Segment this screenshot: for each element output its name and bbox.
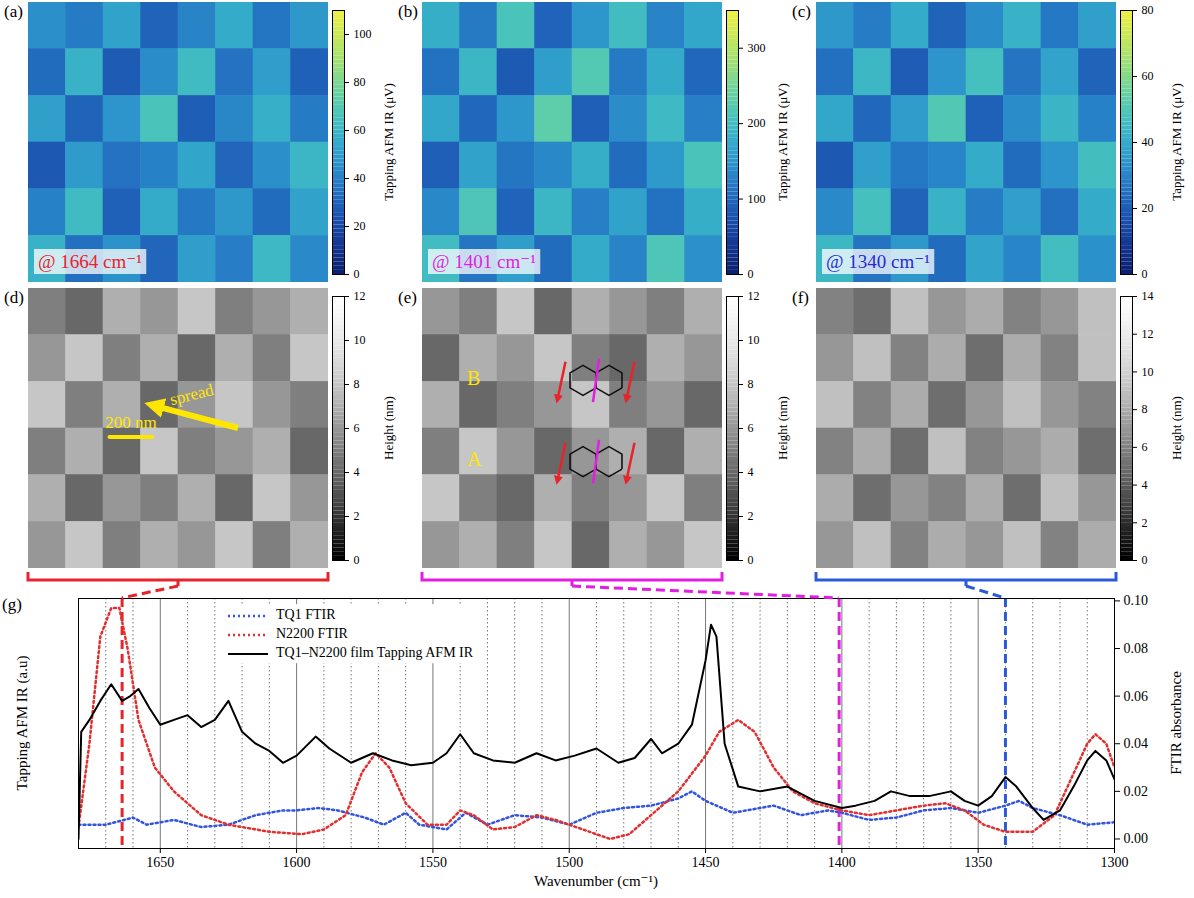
svg-text:8: 8	[1142, 402, 1148, 416]
svg-text:20: 20	[1142, 201, 1154, 215]
svg-text:@ 1401 cm⁻¹: @ 1401 cm⁻¹	[432, 251, 536, 272]
svg-text:Wavenumber (cm⁻¹): Wavenumber (cm⁻¹)	[534, 873, 658, 890]
svg-text:40: 40	[354, 171, 366, 185]
svg-text:4: 4	[354, 465, 360, 479]
svg-text:1350: 1350	[964, 855, 992, 870]
svg-text:TQ1 FTIR: TQ1 FTIR	[276, 607, 336, 622]
svg-text:(a): (a)	[4, 2, 23, 21]
svg-text:Height (nm): Height (nm)	[775, 396, 790, 460]
svg-text:10: 10	[748, 333, 760, 347]
svg-text:0.10: 0.10	[1124, 593, 1149, 608]
svg-text:12: 12	[354, 289, 366, 303]
svg-text:4: 4	[1142, 478, 1148, 492]
svg-text:Height (nm): Height (nm)	[1169, 396, 1184, 460]
svg-text:1650: 1650	[146, 855, 174, 870]
svg-text:1450: 1450	[692, 855, 720, 870]
svg-text:0.02: 0.02	[1124, 784, 1149, 799]
svg-text:14: 14	[1142, 289, 1154, 303]
svg-text:100: 100	[354, 27, 372, 41]
svg-text:(g): (g)	[2, 595, 22, 614]
svg-text:1300: 1300	[1101, 855, 1129, 870]
svg-text:N2200 FTIR: N2200 FTIR	[276, 626, 349, 641]
svg-text:6: 6	[1142, 440, 1148, 454]
svg-text:B: B	[467, 367, 480, 389]
svg-text:Tapping AFM IR (a.u): Tapping AFM IR (a.u)	[14, 656, 31, 791]
svg-text:0: 0	[354, 267, 360, 281]
svg-text:@ 1340 cm⁻¹: @ 1340 cm⁻¹	[826, 251, 930, 272]
svg-text:80: 80	[1142, 3, 1154, 17]
svg-text:12: 12	[748, 289, 760, 303]
svg-text:Height (nm): Height (nm)	[381, 396, 396, 460]
svg-text:4: 4	[748, 465, 754, 479]
svg-text:Tapping AFM IR (μV): Tapping AFM IR (μV)	[381, 83, 396, 201]
svg-text:10: 10	[1142, 365, 1154, 379]
svg-text:Tapping AFM IR (μV): Tapping AFM IR (μV)	[1169, 83, 1184, 201]
svg-text:60: 60	[354, 123, 366, 137]
svg-text:8: 8	[354, 377, 360, 391]
svg-text:2: 2	[1142, 516, 1148, 530]
svg-text:2: 2	[354, 509, 360, 523]
svg-text:20: 20	[354, 219, 366, 233]
svg-text:(f): (f)	[792, 288, 809, 307]
svg-text:0: 0	[354, 553, 360, 567]
svg-text:6: 6	[748, 421, 754, 435]
svg-text:1400: 1400	[828, 855, 856, 870]
svg-text:200 nm: 200 nm	[105, 413, 156, 432]
svg-text:Tapping AFM IR (μV): Tapping AFM IR (μV)	[775, 83, 790, 201]
svg-text:TQ1–N2200 film Tapping AFM IR: TQ1–N2200 film Tapping AFM IR	[276, 645, 474, 660]
svg-text:0.06: 0.06	[1124, 689, 1149, 704]
svg-text:0: 0	[748, 553, 754, 567]
svg-text:60: 60	[1142, 69, 1154, 83]
svg-text:A: A	[467, 448, 482, 470]
svg-text:0: 0	[1142, 267, 1148, 281]
svg-text:1500: 1500	[555, 855, 583, 870]
svg-text:300: 300	[748, 41, 766, 55]
svg-text:40: 40	[1142, 135, 1154, 149]
svg-text:0.08: 0.08	[1124, 641, 1149, 656]
svg-text:0.04: 0.04	[1124, 736, 1149, 751]
svg-text:1600: 1600	[283, 855, 311, 870]
svg-text:(d): (d)	[4, 288, 24, 307]
svg-text:100: 100	[748, 192, 766, 206]
svg-text:2: 2	[748, 509, 754, 523]
svg-text:200: 200	[748, 116, 766, 130]
svg-text:(c): (c)	[792, 2, 811, 21]
svg-text:0: 0	[748, 267, 754, 281]
svg-text:0: 0	[1142, 553, 1148, 567]
svg-text:(e): (e)	[398, 288, 417, 307]
svg-text:12: 12	[1142, 327, 1154, 341]
svg-text:10: 10	[354, 333, 366, 347]
svg-text:@ 1664 cm⁻¹: @ 1664 cm⁻¹	[38, 251, 142, 272]
svg-text:8: 8	[748, 377, 754, 391]
svg-text:1550: 1550	[419, 855, 447, 870]
svg-text:80: 80	[354, 75, 366, 89]
svg-text:6: 6	[354, 421, 360, 435]
svg-text:spread: spread	[168, 380, 216, 409]
svg-text:FTIR absorbance: FTIR absorbance	[1168, 671, 1184, 775]
svg-text:0.00: 0.00	[1124, 831, 1149, 846]
svg-text:(b): (b)	[398, 2, 418, 21]
